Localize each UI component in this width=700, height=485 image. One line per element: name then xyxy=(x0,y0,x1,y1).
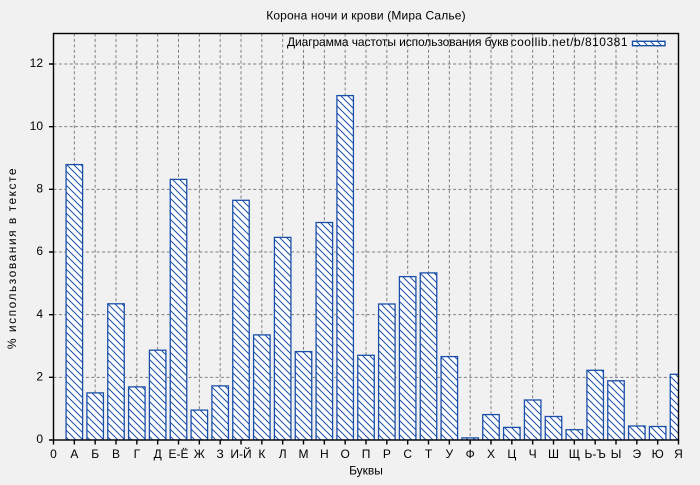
svg-text:6: 6 xyxy=(36,244,43,258)
svg-text:8: 8 xyxy=(36,182,43,196)
svg-text:Т: Т xyxy=(425,447,433,461)
svg-text:Диаграмма частоты использовани: Диаграмма частоты использования букв xyxy=(287,35,509,49)
svg-text:Е-Ё: Е-Ё xyxy=(168,447,188,461)
svg-text:С: С xyxy=(403,447,412,461)
svg-text:0: 0 xyxy=(50,447,57,461)
svg-text:М: М xyxy=(299,447,309,461)
svg-text:% использования в тексте: % использования в тексте xyxy=(5,167,19,349)
svg-text:Г: Г xyxy=(134,447,141,461)
svg-text:Э: Э xyxy=(633,447,642,461)
svg-text:О: О xyxy=(340,447,349,461)
svg-text:Б: Б xyxy=(91,447,99,461)
svg-text:Д: Д xyxy=(154,447,162,461)
svg-text:У: У xyxy=(446,447,454,461)
svg-text:Л: Л xyxy=(279,447,287,461)
svg-text:Ч: Ч xyxy=(529,447,537,461)
svg-text:Корона ночи и крови (Мира Саль: Корона ночи и крови (Мира Салье) xyxy=(266,9,466,23)
svg-text:К: К xyxy=(258,447,265,461)
svg-text:Ю: Ю xyxy=(652,447,664,461)
svg-text:Я: Я xyxy=(674,447,683,461)
svg-text:Х: Х xyxy=(487,447,495,461)
svg-text:coollib.net/b/810381: coollib.net/b/810381 xyxy=(511,35,628,49)
svg-text:12: 12 xyxy=(30,56,44,70)
svg-text:Ж: Ж xyxy=(194,447,205,461)
svg-text:А: А xyxy=(70,447,78,461)
svg-text:Ц: Ц xyxy=(507,447,516,461)
svg-text:2: 2 xyxy=(36,370,43,384)
svg-text:Н: Н xyxy=(320,447,329,461)
svg-text:Ш: Ш xyxy=(548,447,559,461)
svg-text:П: П xyxy=(362,447,371,461)
svg-text:Ь-Ъ: Ь-Ъ xyxy=(584,447,605,461)
svg-text:Р: Р xyxy=(383,447,391,461)
svg-text:10: 10 xyxy=(30,119,44,133)
svg-text:И-Й: И-Й xyxy=(230,446,251,461)
svg-text:4: 4 xyxy=(36,307,43,321)
svg-text:В: В xyxy=(112,447,120,461)
svg-text:Ы: Ы xyxy=(611,447,622,461)
svg-text:Буквы: Буквы xyxy=(349,464,383,478)
svg-text:Щ: Щ xyxy=(569,447,580,461)
svg-text:0: 0 xyxy=(36,432,43,446)
svg-text:З: З xyxy=(217,447,224,461)
svg-text:Ф: Ф xyxy=(466,447,475,461)
